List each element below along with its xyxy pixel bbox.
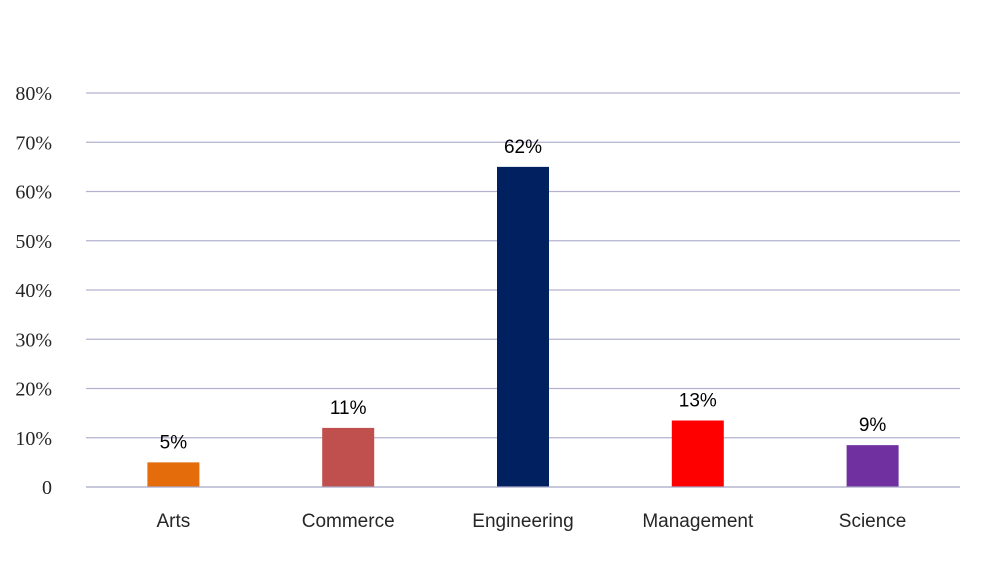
x-tick-label-arts: Arts xyxy=(157,511,191,532)
x-tick-label-management: Management xyxy=(642,511,754,532)
y-tick-label: 30% xyxy=(15,329,52,351)
y-tick-label: 80% xyxy=(15,83,52,105)
y-axis-ticks: 0 10% 20% 30% 40% 50% 60% 70% 80% xyxy=(15,83,52,499)
bar-commerce xyxy=(322,427,375,487)
data-label-arts: 5% xyxy=(160,432,188,453)
bar-management xyxy=(671,420,724,487)
bar-engineering xyxy=(497,166,549,487)
y-tick-label: 50% xyxy=(15,231,52,253)
y-tick-label: 10% xyxy=(15,428,52,450)
x-tick-label-science: Science xyxy=(839,511,907,532)
x-tick-label-engineering: Engineering xyxy=(472,511,573,532)
data-label-management: 13% xyxy=(679,391,717,412)
y-tick-label: 70% xyxy=(15,132,52,154)
data-label-commerce: 11% xyxy=(330,398,367,419)
y-tick-label: 0 xyxy=(42,477,52,499)
y-tick-label: 20% xyxy=(15,379,52,401)
bars xyxy=(147,166,899,487)
y-tick-label: 60% xyxy=(15,182,52,204)
x-tick-label-commerce: Commerce xyxy=(302,511,395,532)
data-label-science: 9% xyxy=(859,415,887,436)
data-label-engineering: 62% xyxy=(504,137,542,158)
x-axis-ticks: Arts Commerce Engineering Management Science xyxy=(157,511,907,532)
bar-arts xyxy=(147,462,200,487)
bar-science xyxy=(846,445,899,487)
data-labels: 5% 11% 62% 13% 9% xyxy=(160,137,887,454)
y-tick-label: 40% xyxy=(15,280,52,302)
